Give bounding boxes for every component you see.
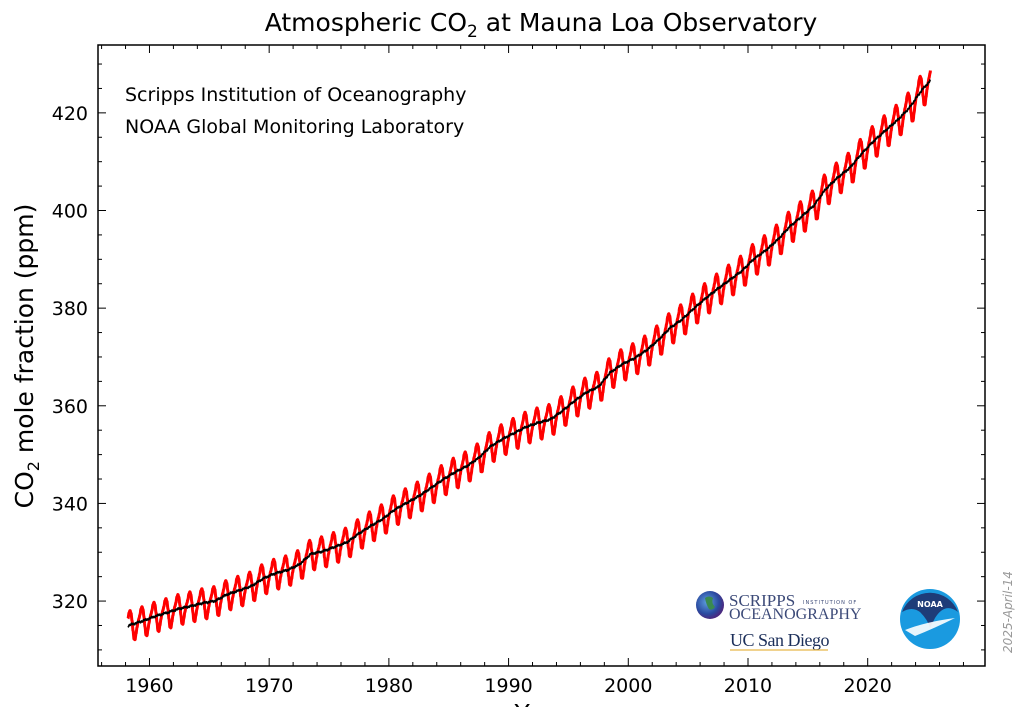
x-tick-label: 1960 bbox=[125, 675, 173, 697]
plot-frame bbox=[97, 44, 986, 667]
svg-text:CO2 mole fraction (ppm): CO2 mole fraction (ppm) bbox=[10, 204, 43, 509]
date-stamp: 2025-April-14 bbox=[1001, 571, 1015, 653]
y-tick-label: 360 bbox=[52, 396, 88, 418]
y-tick-label: 320 bbox=[52, 591, 88, 613]
x-tick-label: 1980 bbox=[365, 675, 413, 697]
series-group bbox=[126, 70, 932, 642]
x-axis-label: Year bbox=[514, 699, 569, 707]
x-tick-label: 2000 bbox=[604, 675, 652, 697]
svg-text:INSTITUTION OF: INSTITUTION OF bbox=[803, 600, 857, 606]
svg-text:SCRIPPS: SCRIPPS bbox=[729, 591, 795, 610]
y-tick-label: 400 bbox=[52, 201, 88, 223]
x-tick-label: 2020 bbox=[844, 675, 892, 697]
y-tick-label: 420 bbox=[52, 103, 88, 125]
x-tick-label: 1970 bbox=[245, 675, 293, 697]
scripps-logo: SCRIPPS INSTITUTION OF OCEANOGRAPHY UC S… bbox=[696, 591, 862, 651]
chart-title: Atmospheric CO2 at Mauna Loa Observatory bbox=[265, 8, 818, 42]
monthly-mean-line bbox=[126, 70, 932, 642]
svg-text:UC San Diego: UC San Diego bbox=[730, 630, 829, 650]
noaa-logo: NOAA bbox=[900, 589, 960, 649]
x-tick-label: 1990 bbox=[484, 675, 532, 697]
axis-ticks: 1960 1970 1980 1990 2000 2010 2020 320 340 360 380… bbox=[52, 45, 985, 697]
svg-text:NOAA: NOAA bbox=[917, 600, 943, 609]
annotation-noaa: NOAA Global Monitoring Laboratory bbox=[125, 116, 464, 138]
seasonally-corrected-line bbox=[127, 78, 932, 628]
annotation-scripps: Scripps Institution of Oceanography bbox=[125, 84, 466, 106]
x-tick-label: 2010 bbox=[724, 675, 772, 697]
y-axis-label: CO2 mole fraction (ppm) bbox=[10, 204, 43, 509]
y-tick-label: 380 bbox=[52, 298, 88, 320]
y-tick-label: 340 bbox=[52, 493, 88, 515]
svg-text:OCEANOGRAPHY: OCEANOGRAPHY bbox=[729, 606, 862, 623]
